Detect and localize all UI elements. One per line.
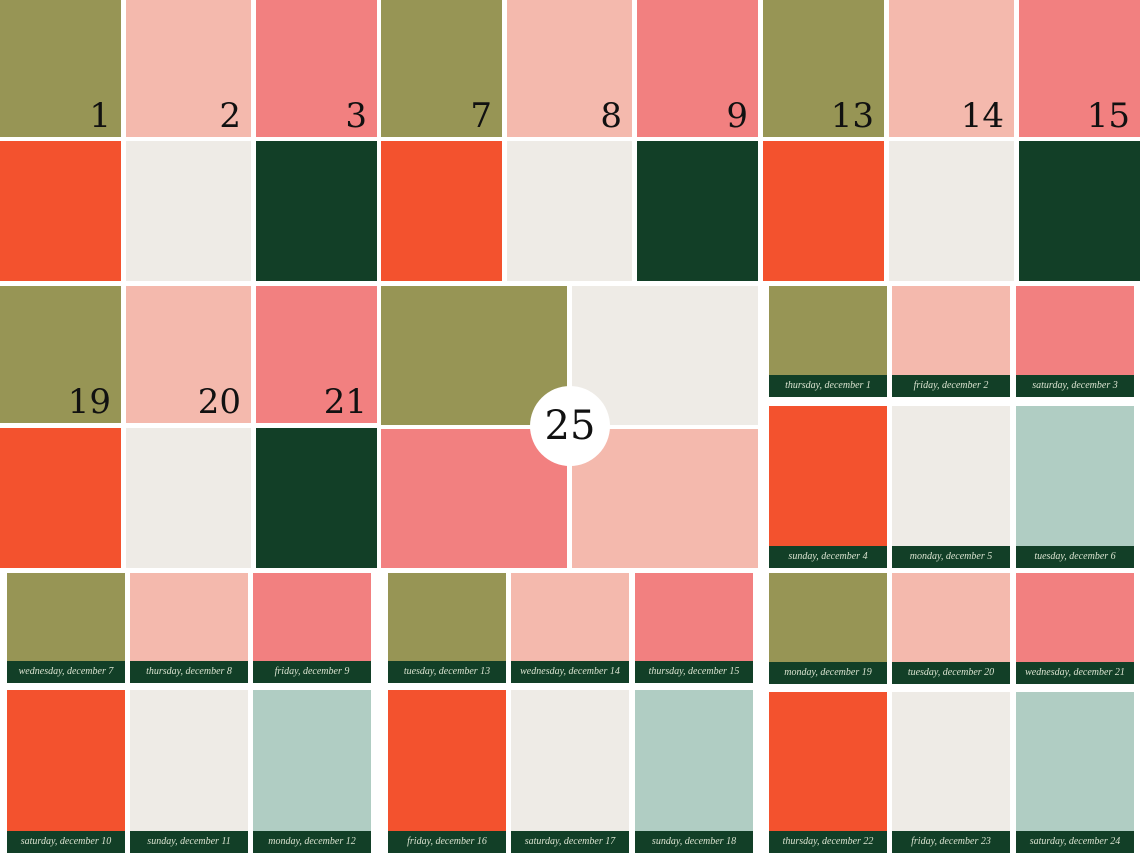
date-card-label: saturday, december 10 bbox=[7, 831, 125, 853]
plain-swatch bbox=[0, 428, 121, 568]
day-tile: 19 bbox=[0, 286, 121, 423]
date-card: wednesday, december 7 bbox=[7, 573, 125, 683]
date-card-label: monday, december 12 bbox=[253, 831, 371, 853]
plain-swatch bbox=[126, 141, 251, 281]
day-tile: 1 bbox=[0, 0, 121, 137]
date-card-label: tuesday, december 13 bbox=[388, 661, 506, 683]
date-card: thursday, december 1 bbox=[769, 286, 887, 397]
day-number: 3 bbox=[345, 96, 367, 136]
day-number: 9 bbox=[726, 96, 748, 136]
date-card-label: friday, december 9 bbox=[253, 661, 371, 683]
date-card: sunday, december 4 bbox=[769, 406, 887, 568]
date-card: thursday, december 15 bbox=[635, 573, 753, 683]
date-card: saturday, december 24 bbox=[1016, 692, 1134, 853]
date-card-label: tuesday, december 20 bbox=[892, 662, 1010, 684]
day-tile: 15 bbox=[1019, 0, 1140, 137]
date-card: monday, december 12 bbox=[253, 690, 371, 853]
date-card: wednesday, december 21 bbox=[1016, 573, 1134, 684]
day-tile: 8 bbox=[507, 0, 632, 137]
center-quadrant-top-left bbox=[381, 286, 567, 425]
plain-swatch bbox=[381, 141, 502, 281]
date-card-label: wednesday, december 7 bbox=[7, 661, 125, 683]
day-number: 21 bbox=[323, 382, 367, 422]
plain-swatch bbox=[889, 141, 1014, 281]
day-tile: 2 bbox=[126, 0, 251, 137]
plain-swatch bbox=[763, 141, 884, 281]
plain-swatch bbox=[637, 141, 758, 281]
day-number: 1 bbox=[89, 96, 111, 136]
date-card-label: wednesday, december 21 bbox=[1016, 662, 1134, 684]
date-card: thursday, december 8 bbox=[130, 573, 248, 683]
plain-swatch bbox=[507, 141, 632, 281]
date-card: thursday, december 22 bbox=[769, 692, 887, 853]
day-number: 13 bbox=[830, 96, 874, 136]
date-card: friday, december 2 bbox=[892, 286, 1010, 397]
date-card-label: tuesday, december 6 bbox=[1016, 546, 1134, 568]
date-card: monday, december 5 bbox=[892, 406, 1010, 568]
day-number: 7 bbox=[470, 96, 492, 136]
date-card: friday, december 9 bbox=[253, 573, 371, 683]
plain-swatch bbox=[126, 428, 251, 568]
date-card: saturday, december 17 bbox=[511, 690, 629, 853]
date-card: sunday, december 11 bbox=[130, 690, 248, 853]
date-card-label: sunday, december 4 bbox=[769, 546, 887, 568]
date-card-label: sunday, december 11 bbox=[130, 831, 248, 853]
date-card-label: sunday, december 18 bbox=[635, 831, 753, 853]
day-number: 20 bbox=[197, 382, 241, 422]
date-card: tuesday, december 13 bbox=[388, 573, 506, 683]
day-number: 8 bbox=[600, 96, 622, 136]
day-number: 19 bbox=[67, 382, 111, 422]
day-number: 2 bbox=[219, 96, 241, 136]
date-card-label: friday, december 23 bbox=[892, 831, 1010, 853]
center-day-circle: 25 bbox=[530, 386, 610, 466]
date-card-label: thursday, december 22 bbox=[769, 831, 887, 853]
center-quadrant-top-right bbox=[572, 286, 758, 425]
day-tile: 3 bbox=[256, 0, 377, 137]
date-card: tuesday, december 20 bbox=[892, 573, 1010, 684]
date-card: monday, december 19 bbox=[769, 573, 887, 684]
date-card: friday, december 23 bbox=[892, 692, 1010, 853]
plain-swatch bbox=[256, 141, 377, 281]
date-card-label: saturday, december 3 bbox=[1016, 375, 1134, 397]
center-quadrant-bottom-right bbox=[572, 429, 758, 568]
date-card: saturday, december 3 bbox=[1016, 286, 1134, 397]
date-card-label: saturday, december 17 bbox=[511, 831, 629, 853]
day-tile: 21 bbox=[256, 286, 377, 423]
day-number: 15 bbox=[1086, 96, 1130, 136]
day-tile: 13 bbox=[763, 0, 884, 137]
date-card-label: saturday, december 24 bbox=[1016, 831, 1134, 853]
day-number: 14 bbox=[960, 96, 1004, 136]
date-card-label: thursday, december 1 bbox=[769, 375, 887, 397]
date-card: sunday, december 18 bbox=[635, 690, 753, 853]
date-card-label: thursday, december 8 bbox=[130, 661, 248, 683]
date-card-label: wednesday, december 14 bbox=[511, 661, 629, 683]
plain-swatch bbox=[1019, 141, 1140, 281]
date-card: friday, december 16 bbox=[388, 690, 506, 853]
date-card-label: friday, december 2 bbox=[892, 375, 1010, 397]
date-card: saturday, december 10 bbox=[7, 690, 125, 853]
date-card: tuesday, december 6 bbox=[1016, 406, 1134, 568]
date-card-label: monday, december 19 bbox=[769, 662, 887, 684]
plain-swatch bbox=[0, 141, 121, 281]
day-tile: 7 bbox=[381, 0, 502, 137]
date-card-label: friday, december 16 bbox=[388, 831, 506, 853]
date-card-label: thursday, december 15 bbox=[635, 661, 753, 683]
day-tile: 20 bbox=[126, 286, 251, 423]
date-card-label: monday, december 5 bbox=[892, 546, 1010, 568]
center-day-number: 25 bbox=[544, 403, 596, 449]
date-card: wednesday, december 14 bbox=[511, 573, 629, 683]
center-quadrant-bottom-left bbox=[381, 429, 567, 568]
day-tile: 9 bbox=[637, 0, 758, 137]
plain-swatch bbox=[256, 428, 377, 568]
day-tile: 14 bbox=[889, 0, 1014, 137]
